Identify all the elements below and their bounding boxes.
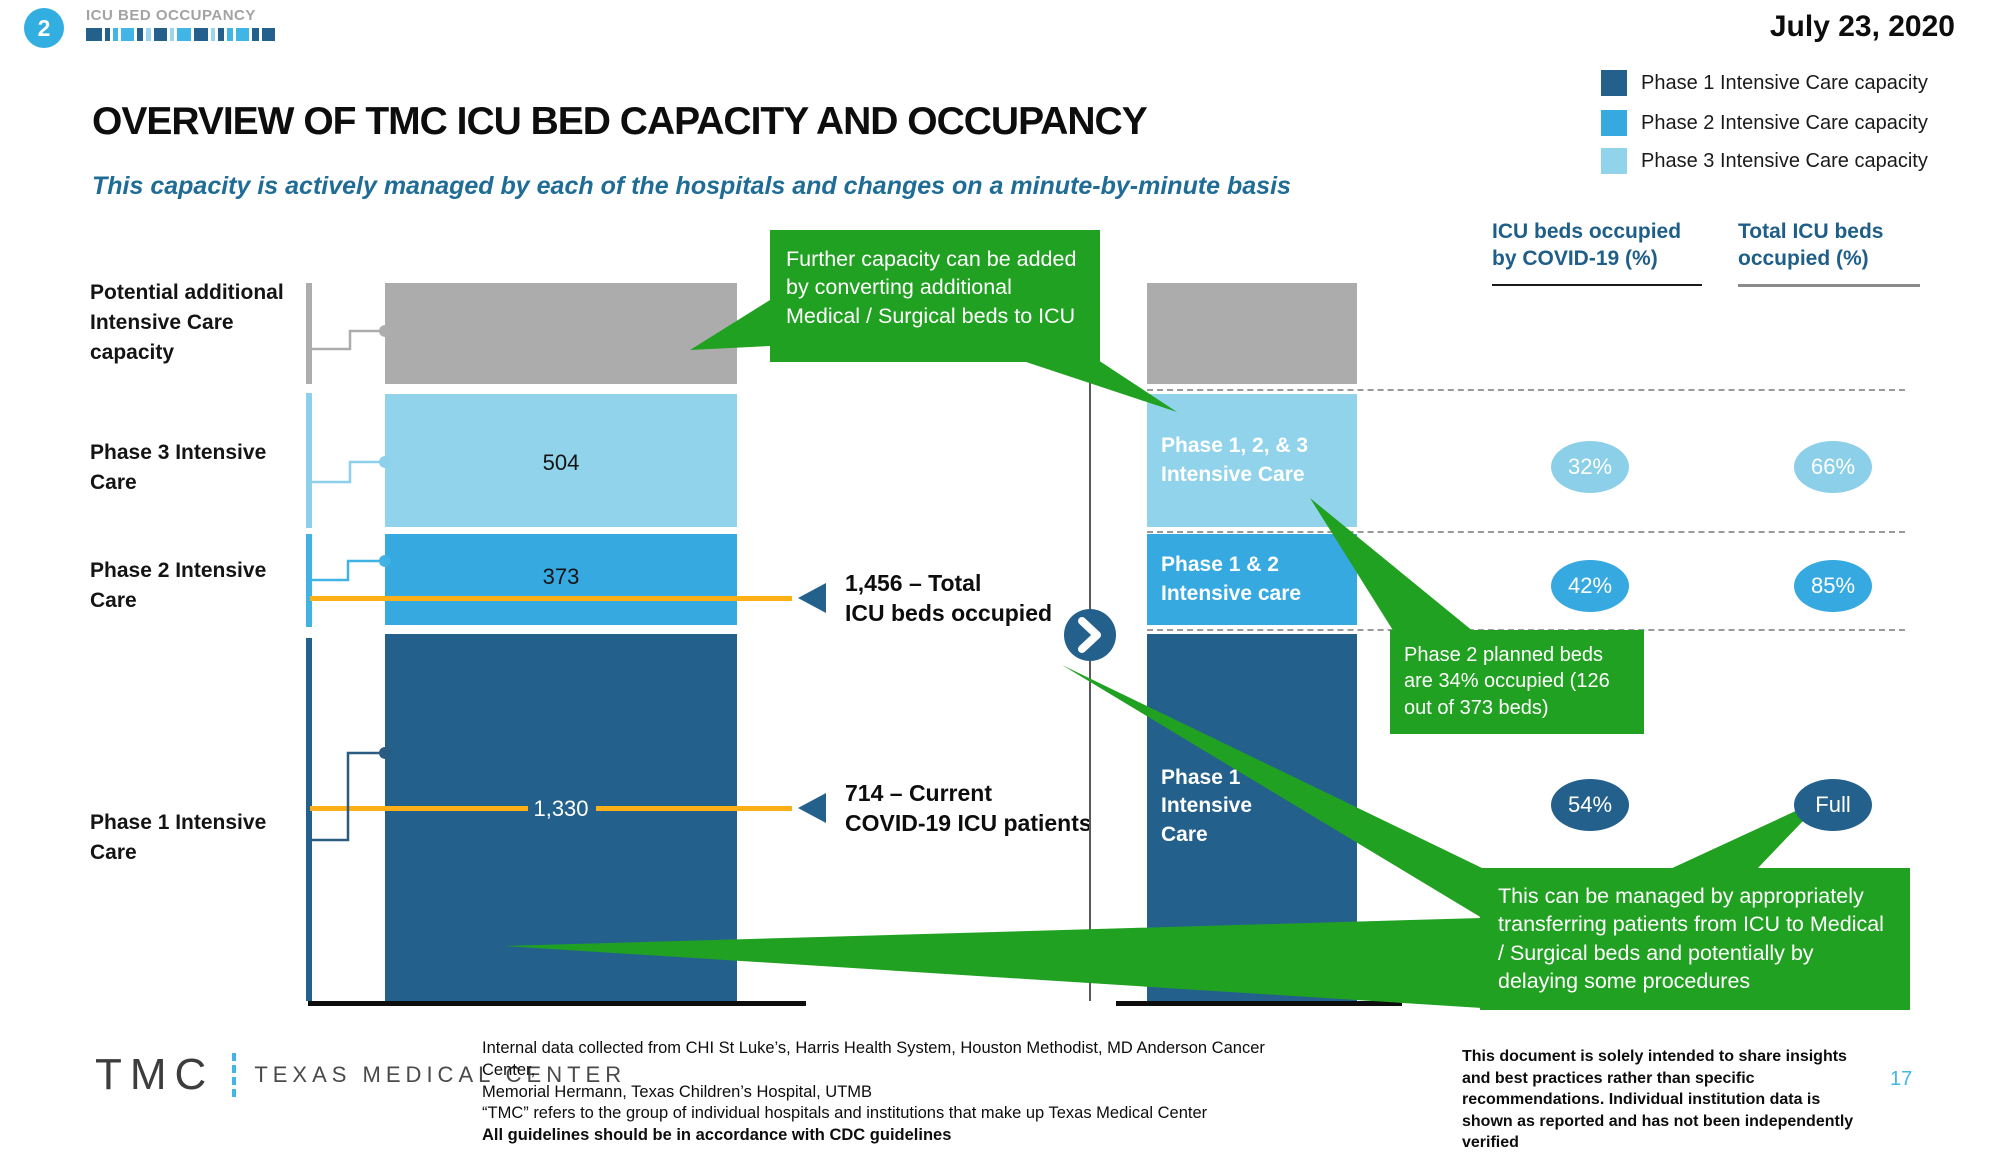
left-chart-axis — [308, 1001, 806, 1006]
annotation-line2: ICU beds occupied — [845, 600, 1053, 627]
dash-segment-icon — [211, 28, 215, 41]
bracket-phase3 — [306, 393, 312, 528]
legend-label: Phase 2 Intensive Care capacity — [1641, 111, 1928, 134]
left-bar-segment-potential — [385, 283, 737, 384]
legend-item-phase2: Phase 2 Intensive Care capacity — [1601, 110, 1928, 136]
left-bar-segment-phase3 — [385, 394, 737, 527]
page-subtitle: This capacity is actively managed by eac… — [92, 172, 1291, 200]
marker-line-total-occupied — [310, 596, 792, 601]
section-progress-dashes — [86, 28, 275, 41]
marker-line-covid-right — [596, 806, 792, 811]
dash-segment-icon — [113, 28, 118, 41]
annotation-line1: 1,456 – Total — [845, 570, 982, 596]
section-label: ICU BED OCCUPANCY — [86, 7, 256, 24]
callout-add-capacity: Further capacity can be added by convert… — [770, 230, 1100, 362]
page-number: 17 — [1890, 1068, 1913, 1090]
total-pct-phase1-badge: Full — [1794, 779, 1872, 831]
dash-segment-icon — [262, 28, 275, 41]
column-header-underline — [1492, 284, 1702, 286]
bracket-phase2 — [306, 534, 312, 627]
total-pct-phase123-badge: 66% — [1794, 441, 1872, 493]
connector-potential — [309, 329, 383, 351]
tmc-logo-subtext: TEXAS MEDICAL CENTER — [254, 1062, 627, 1087]
disclaimer-note: This document is solely intended to shar… — [1462, 1048, 1854, 1152]
dash-segment-icon — [252, 28, 259, 41]
right-bar-segment-potential — [1147, 283, 1357, 384]
right-chart-axis — [1116, 1001, 1402, 1006]
dash-segment-icon — [227, 28, 233, 41]
left-bar-segment-phase2 — [385, 534, 737, 625]
tmc-logo: TMC TEXAS MEDICAL CENTER — [95, 1050, 626, 1100]
source-line-bold: All guidelines should be in accordance w… — [482, 1126, 952, 1145]
arrow-left-icon-total — [798, 583, 826, 613]
dash-segment-icon — [86, 28, 102, 41]
slide-date: July 23, 2020 — [1769, 10, 1955, 43]
marker-line-covid-left — [310, 806, 528, 811]
bracket-phase1 — [306, 638, 312, 1001]
annotation-line1: 714 – Current — [845, 780, 993, 806]
value-label-phase2: 373 — [542, 564, 580, 589]
bracket-potential — [306, 283, 312, 384]
column-header-underline — [1738, 284, 1920, 287]
callout-phase2-occupancy: Phase 2 planned beds are 34% occupied (1… — [1390, 630, 1644, 734]
dash-segment-icon — [218, 28, 224, 41]
connector-phase2 — [309, 559, 383, 582]
legend-item-phase3: Phase 3 Intensive Care capacity — [1601, 148, 1928, 174]
dash-segment-icon — [154, 28, 167, 41]
source-line: Internal data collected from CHI St Luke… — [482, 1039, 1265, 1079]
right-bar-segment-phase12: Phase 1 & 2 Intensive care — [1147, 534, 1357, 625]
dash-segment-icon — [170, 28, 174, 41]
right-bar-segment-phase1: Phase 1 Intensive Care — [1147, 634, 1357, 1001]
covid-pct-phase1-badge: 54% — [1551, 779, 1629, 831]
value-label-phase3: 504 — [542, 450, 580, 475]
tmc-logo-text: TMC — [95, 1050, 215, 1099]
dashed-separator-1 — [1147, 389, 1905, 391]
right-bar-label: Phase 1 Intensive Care — [1161, 766, 1253, 846]
category-label-phase3: Phase 3 Intensive Care — [90, 441, 267, 494]
page-indicator-badge: 2 — [24, 8, 64, 48]
tmc-logo-divider-icon — [232, 1053, 237, 1097]
dashed-separator-2 — [1147, 531, 1905, 533]
phase1-swatch-icon — [1601, 70, 1627, 96]
annotation-covid-patients: 714 – Current COVID-19 ICU patients — [845, 778, 1092, 839]
connector-phase1 — [309, 751, 383, 842]
dash-segment-icon — [121, 28, 134, 41]
vertical-divider — [1089, 352, 1091, 1001]
column-header-total-pct: Total ICU beds occupied (%) — [1738, 220, 1884, 271]
annotation-total-occupied: 1,456 – Total ICU beds occupied — [845, 568, 1052, 629]
covid-pct-phase123-badge: 32% — [1551, 441, 1629, 493]
category-label-potential: Potential additional Intensive Care capa… — [90, 281, 284, 364]
connector-phase3 — [309, 460, 383, 484]
dash-segment-icon — [236, 28, 249, 41]
covid-pct-phase12-badge: 42% — [1551, 560, 1629, 612]
page-title: OVERVIEW OF TMC ICU BED CAPACITY AND OCC… — [92, 100, 1148, 143]
category-label-phase2: Phase 2 Intensive Care — [90, 559, 267, 612]
dash-segment-icon — [146, 28, 151, 41]
right-bar-label: Phase 1, 2, & 3 Intensive Care — [1161, 434, 1309, 486]
total-pct-phase12-badge: 85% — [1794, 560, 1872, 612]
arrow-left-icon-covid — [798, 793, 826, 823]
dash-segment-icon — [105, 28, 110, 41]
dash-segment-icon — [177, 28, 191, 41]
legend-label: Phase 3 Intensive Care capacity — [1641, 149, 1928, 172]
right-bar-segment-phase123: Phase 1, 2, & 3 Intensive Care — [1147, 394, 1357, 527]
phase3-swatch-icon — [1601, 148, 1627, 174]
legend-item-phase1: Phase 1 Intensive Care capacity — [1601, 70, 1928, 96]
right-bar-label: Phase 1 & 2 Intensive care — [1161, 553, 1302, 605]
annotation-line2: COVID-19 ICU patients — [845, 810, 1092, 837]
phase2-swatch-icon — [1601, 110, 1627, 136]
callout-manage-full: This can be managed by appropriately tra… — [1480, 868, 1910, 1010]
legend-label: Phase 1 Intensive Care capacity — [1641, 71, 1928, 94]
dash-segment-icon — [194, 28, 208, 41]
source-line: “TMC” refers to the group of individual … — [482, 1104, 1208, 1123]
value-label-phase1: 1,330 — [533, 796, 589, 821]
source-line: Memorial Hermann, Texas Children’s Hospi… — [482, 1082, 873, 1101]
slide: { "header": { "page_indicator": "2", "se… — [24, 7, 1955, 1152]
dash-segment-icon — [137, 28, 143, 41]
column-header-covid-pct: ICU beds occupied by COVID-19 (%) — [1492, 220, 1682, 271]
category-label-phase1: Phase 1 Intensive Care — [90, 811, 267, 864]
source-note: Internal data collected from CHI St Luke… — [482, 1038, 1312, 1147]
